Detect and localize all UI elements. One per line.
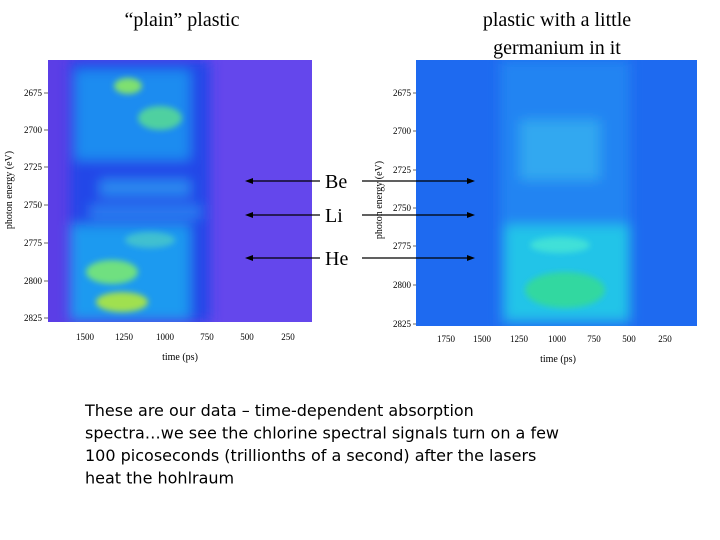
y-tick-label: 2800 — [393, 280, 412, 290]
y-tick-label: 2825 — [393, 319, 412, 329]
x-axis-label: time (ps) — [162, 352, 198, 363]
axis-ticks: 2675 2700 2725 2750 2775 2800 2825 1500 1250 1000… — [24, 88, 295, 342]
marker-label: Li — [325, 205, 343, 227]
right-title: plastic with a little — [483, 9, 631, 31]
left-spectrum-image — [48, 60, 312, 322]
marker-label: He — [325, 248, 348, 270]
marker-arrows — [245, 178, 475, 261]
x-tick-label: 1750 — [437, 334, 456, 344]
y-tick-label: 2675 — [24, 88, 43, 98]
x-tick-label: 1500 — [76, 332, 95, 342]
x-tick-label: 250 — [281, 332, 295, 342]
y-tick-label: 2800 — [24, 276, 43, 286]
x-tick-label: 1000 — [156, 332, 175, 342]
right-spectrum-image — [416, 60, 697, 326]
y-tick-label: 2700 — [24, 125, 43, 135]
x-tick-label: 1000 — [548, 334, 567, 344]
y-tick-label: 2750 — [393, 203, 412, 213]
caption-line: heat the hohlraum — [85, 469, 234, 488]
x-tick-label: 500 — [240, 332, 254, 342]
caption-line: These are our data – time-dependent abso… — [84, 401, 474, 420]
y-tick-label: 2675 — [393, 88, 412, 98]
axis-ticks: 2675 2700 2725 2750 2775 2800 2825 1750 1500 1250… — [393, 88, 672, 344]
y-tick-label: 2700 — [393, 126, 412, 136]
caption: These are our data – time-dependent abso… — [84, 401, 559, 488]
caption-line: 100 picoseconds (trillionths of a second… — [85, 446, 536, 465]
y-tick-label: 2775 — [393, 241, 412, 251]
y-tick-label: 2825 — [24, 313, 43, 323]
caption-line: spectra…we see the chlorine spectral sig… — [85, 424, 559, 443]
x-tick-label: 1500 — [473, 334, 492, 344]
x-tick-label: 750 — [587, 334, 601, 344]
y-tick-label: 2725 — [24, 162, 43, 172]
x-tick-label: 500 — [622, 334, 636, 344]
x-tick-label: 1250 — [115, 332, 134, 342]
y-axis-label: photon energy (eV) — [4, 151, 15, 229]
right-title: germanium in it — [493, 37, 621, 59]
y-tick-label: 2725 — [393, 165, 412, 175]
x-axis-label: time (ps) — [540, 354, 576, 365]
marker-label: Be — [325, 171, 347, 193]
x-tick-label: 750 — [200, 332, 214, 342]
y-axis-label: photon energy (eV) — [374, 161, 385, 239]
x-tick-label: 250 — [658, 334, 672, 344]
y-tick-label: 2775 — [24, 238, 43, 248]
left-title: “plain” plastic — [125, 9, 240, 31]
x-tick-label: 1250 — [510, 334, 529, 344]
y-tick-label: 2750 — [24, 200, 43, 210]
